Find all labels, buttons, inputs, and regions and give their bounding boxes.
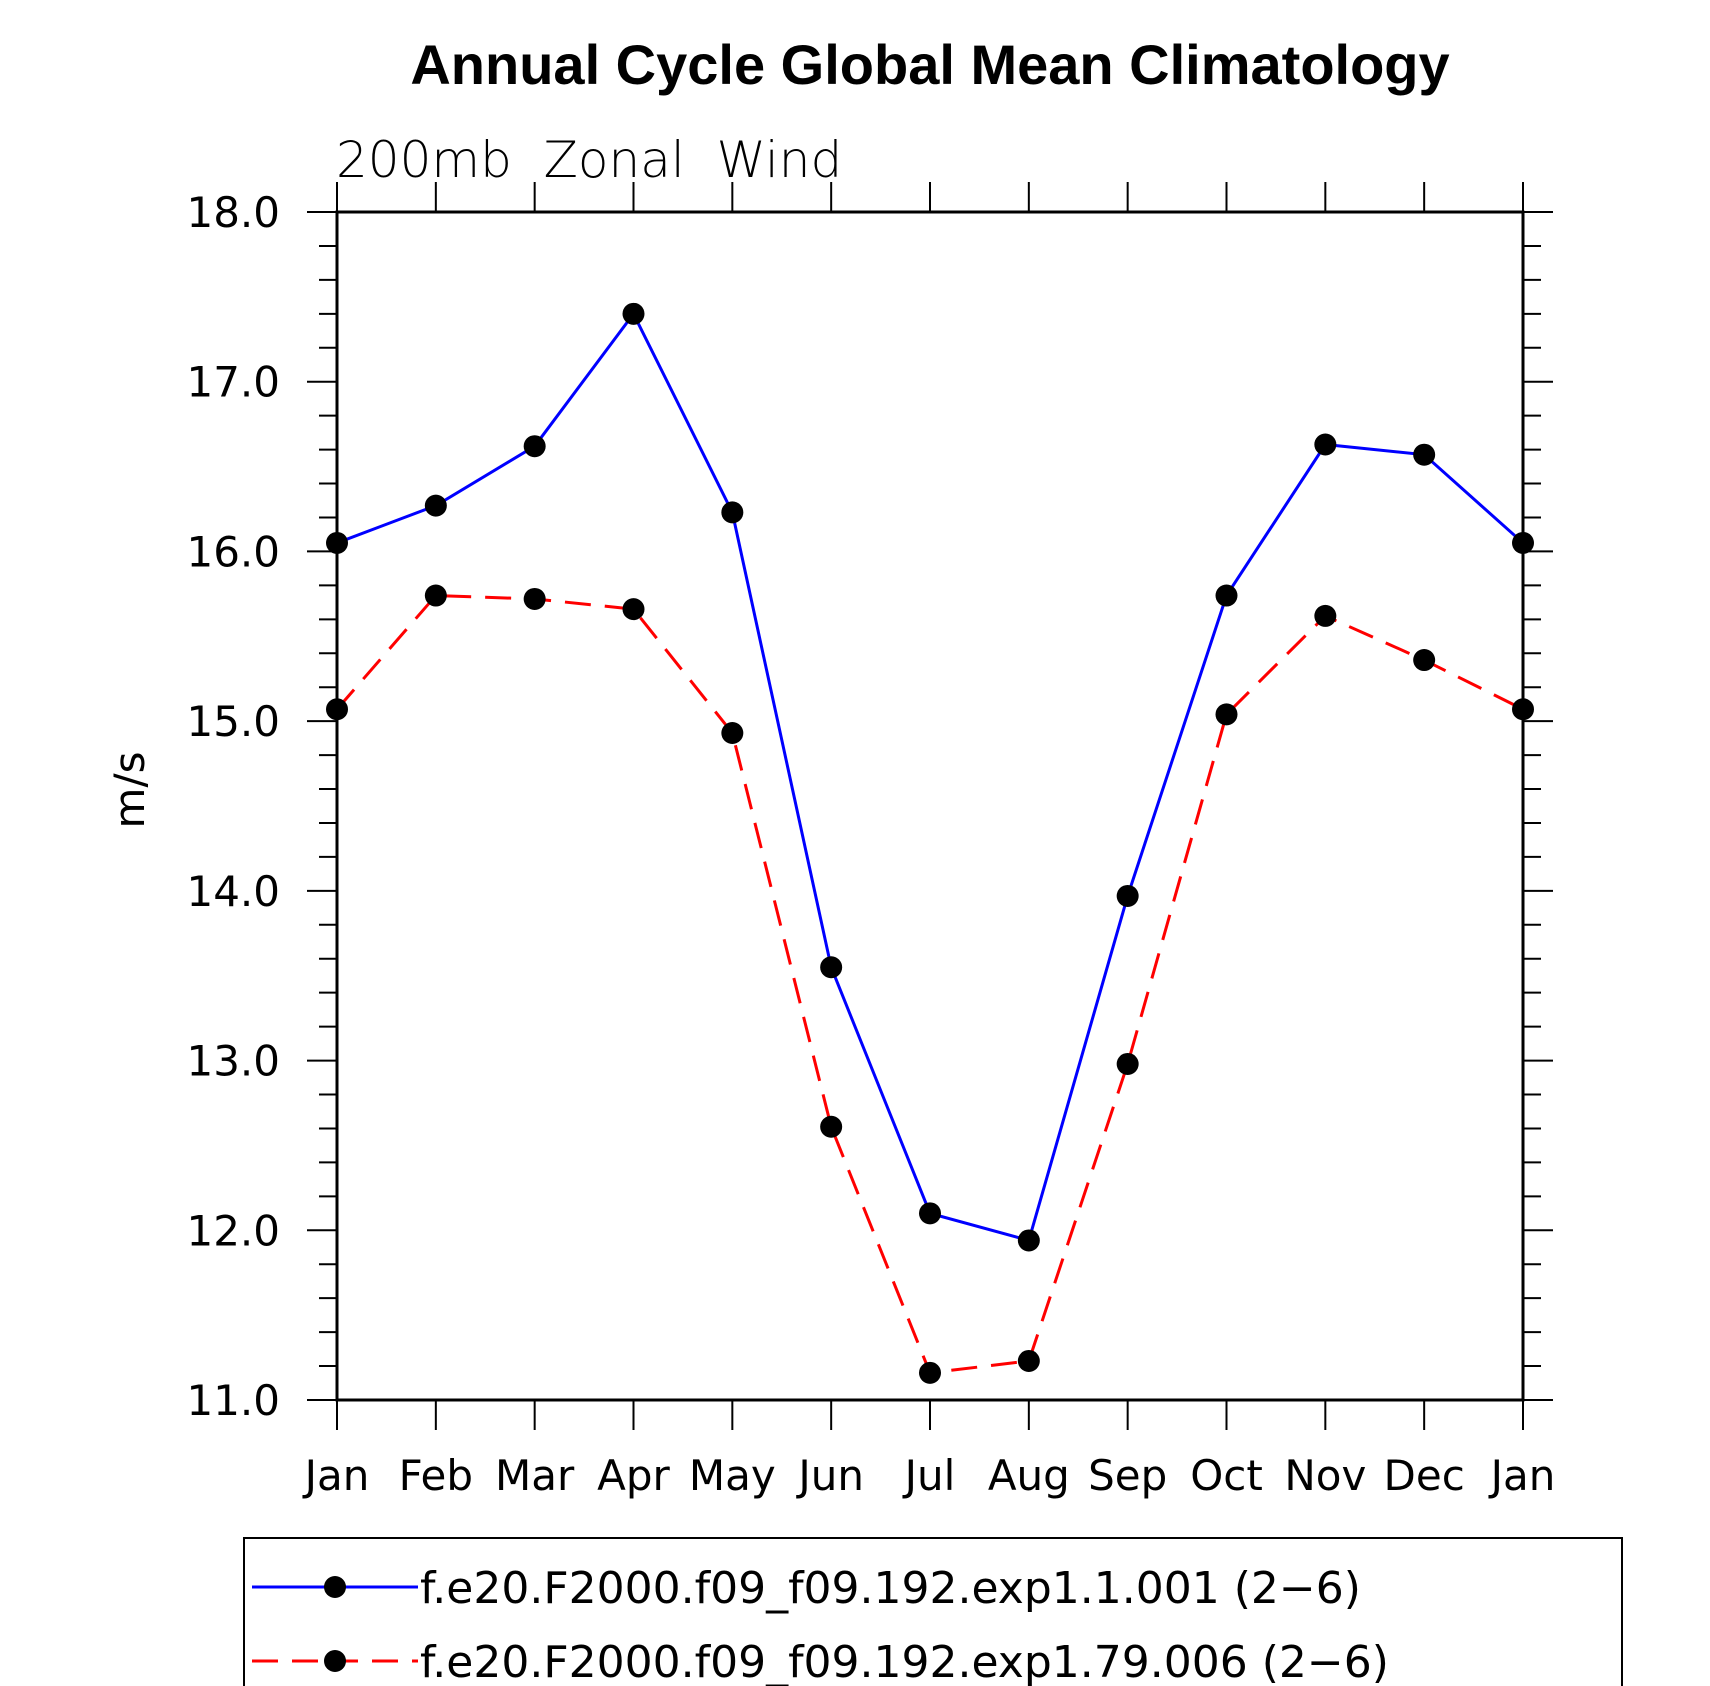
plot-frame [335, 210, 1525, 1402]
y-tick-label: 12.0 [186, 1206, 280, 1255]
data-point [424, 584, 447, 607]
y-tick-label: 11.0 [186, 1376, 280, 1425]
legend-box [243, 1537, 1623, 1686]
y-tick-label: 15.0 [186, 697, 280, 746]
data-point [1215, 584, 1238, 607]
tick-labels: 11.0 12.0 13.0 14.0 15.0 16.0 17.0 18.0 Jan Feb Ma… [186, 188, 1555, 1500]
data-point [1215, 703, 1238, 726]
legend-entries: f.e20.F2000.f09_f09.192.exp1.1.001 (2−6)… [252, 1563, 1389, 1686]
data-point [919, 1361, 941, 1384]
x-tick-label: Oct [1190, 1451, 1263, 1500]
x-tick-label: Nov [1284, 1451, 1366, 1500]
y-tick-label: 13.0 [186, 1037, 280, 1086]
data-point [1116, 1052, 1139, 1075]
data-point [523, 435, 546, 458]
data-point [1413, 443, 1436, 466]
series-2 [326, 584, 1534, 1384]
x-tick-label: Jun [795, 1451, 864, 1500]
x-tick-label: May [689, 1451, 776, 1500]
legend: f.e20.F2000.f09_f09.192.exp1.1.001 (2−6)… [243, 1537, 1623, 1686]
chart-subtitle: 200mb Zonal Wind [336, 131, 842, 189]
data-point [1017, 1349, 1040, 1372]
data-point [721, 501, 744, 524]
data-point [919, 1202, 941, 1225]
data-point [820, 956, 843, 979]
y-tick-label: 16.0 [186, 527, 280, 576]
data-point [1116, 884, 1139, 907]
x-tick-label: Aug [988, 1451, 1070, 1500]
legend-marker [324, 1576, 346, 1598]
data-point [424, 494, 447, 517]
data-point [1314, 433, 1337, 456]
x-tick-label: Apr [597, 1451, 670, 1500]
y-tick-label: 14.0 [186, 867, 280, 916]
chart-title: Annual Cycle Global Mean Climatology [410, 33, 1449, 96]
data-point [1017, 1229, 1040, 1252]
x-tick-label: Jan [302, 1451, 370, 1500]
series-line [335, 594, 1524, 1375]
legend-marker [324, 1650, 346, 1672]
series-line [336, 310, 1524, 1243]
tick-marks [307, 182, 1553, 1430]
data-point [622, 302, 645, 325]
x-tick-label: Mar [495, 1451, 575, 1500]
x-tick-label: Jul [902, 1451, 956, 1500]
legend-label: f.e20.F2000.f09_f09.192.exp1.1.001 (2−6) [420, 1563, 1361, 1614]
x-tick-label: Dec [1384, 1451, 1465, 1500]
x-tick-label: Jan [1488, 1451, 1556, 1500]
legend-entry-1: f.e20.F2000.f09_f09.192.exp1.1.001 (2−6) [252, 1563, 1361, 1614]
y-axis-label: m/s [105, 752, 154, 829]
x-tick-label: Feb [399, 1451, 473, 1500]
data-point [721, 722, 744, 745]
series-1 [326, 302, 1534, 1252]
data-point [1314, 604, 1337, 627]
y-tick-label: 17.0 [186, 358, 280, 407]
x-tick-label: Sep [1088, 1451, 1167, 1500]
y-tick-label: 18.0 [186, 188, 280, 237]
data-point [1413, 649, 1436, 672]
data-point [820, 1115, 843, 1138]
series-layer [326, 302, 1534, 1384]
legend-entry-2: f.e20.F2000.f09_f09.192.exp1.79.006 (2−6… [252, 1637, 1389, 1686]
data-point [622, 598, 645, 621]
legend-label: f.e20.F2000.f09_f09.192.exp1.79.006 (2−6… [420, 1637, 1389, 1686]
data-point [523, 587, 546, 610]
